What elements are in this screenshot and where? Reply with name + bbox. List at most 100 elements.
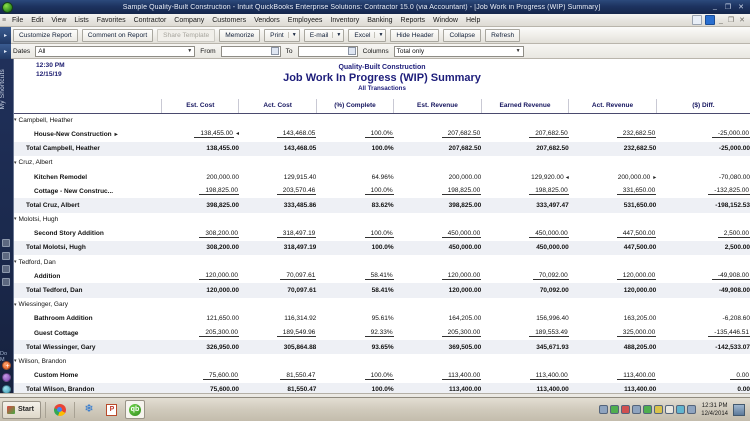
quickbooks-taskbar-icon[interactable]: qb [124, 400, 145, 419]
table-row[interactable]: Guest Cottage 205,300.00 189,549.96 92.33% 2… [14, 326, 750, 340]
row-cell[interactable] [394, 255, 482, 269]
row-cell[interactable]: 138,455.00 ◂ [162, 127, 239, 141]
row-cell[interactable]: 138,455.00 [161, 141, 239, 156]
row-cell[interactable]: 189,549.96 [239, 326, 317, 340]
row-cell[interactable]: 95.61% [316, 312, 394, 326]
row-cell[interactable] [569, 354, 657, 368]
row-cell[interactable]: 369,505.00 [393, 340, 482, 355]
column-header-act-revenue[interactable]: Act. Revenue [568, 99, 657, 114]
row-cell[interactable]: 450,000.00 [481, 227, 569, 241]
filterbar-drag-handle[interactable]: ▸ [0, 44, 11, 59]
row-cell[interactable]: 70,092.00 [481, 269, 569, 283]
tray-volume-icon[interactable] [687, 405, 697, 414]
columns-chevron-down-icon[interactable]: ▼ [515, 48, 521, 54]
row-cell[interactable]: 325,000.00 [569, 326, 657, 340]
row-cell[interactable]: 113,400.00 [394, 369, 482, 383]
row-cell[interactable]: 318,497.19 [239, 227, 317, 241]
row-cell[interactable] [239, 113, 316, 127]
row-cell[interactable] [162, 298, 239, 312]
row-cell[interactable] [481, 298, 569, 312]
table-row[interactable]: ▾ Wilson, Brandon [14, 354, 750, 368]
tray-note-icon[interactable] [654, 405, 664, 414]
menu-item-inventory[interactable]: Inventory [330, 16, 360, 24]
row-cell[interactable]: 0.00 [656, 369, 750, 383]
row-cell[interactable]: 207,682.50 [481, 141, 569, 156]
show-desktop-button[interactable] [733, 403, 745, 416]
tray-arrow-icon[interactable] [621, 405, 631, 414]
row-cell[interactable]: 308,200.00 [162, 227, 239, 241]
row-cell[interactable]: 398,825.00 [393, 198, 482, 213]
excel-button[interactable]: Excel ▼ [348, 28, 387, 42]
row-cell[interactable]: 205,300.00 [394, 326, 482, 340]
row-cell[interactable] [162, 113, 239, 127]
row-cell[interactable] [239, 156, 316, 170]
table-row[interactable]: Cottage - New Construc... 198,825.00 203,5… [14, 184, 750, 198]
row-cell[interactable]: 70,092.00 [481, 283, 569, 298]
row-cell[interactable]: 488,205.00 [568, 340, 657, 355]
row-cell[interactable]: 83.62% [316, 198, 394, 213]
row-cell[interactable]: 113,400.00 [393, 382, 482, 393]
row-cell[interactable]: -142,533.07 [656, 340, 750, 355]
row-cell[interactable]: 113,400.00 [481, 369, 569, 383]
row-cell[interactable]: 2,500.00 [656, 227, 750, 241]
calendar-icon[interactable] [270, 47, 279, 55]
menu-item-help[interactable]: Help [465, 16, 481, 24]
row-cell[interactable]: 120,000.00 [569, 269, 657, 283]
taskbar-clock[interactable]: 12:31 PM 12/4/2014 [698, 402, 731, 418]
menu-item-customers[interactable]: Customers [212, 16, 247, 24]
row-cell[interactable]: 198,825.00 [394, 184, 482, 198]
table-row[interactable]: House-New Construction ▸ 138,455.00 ◂ 143,46… [14, 127, 750, 141]
tray-update-icon[interactable] [643, 405, 653, 414]
table-row[interactable]: ▾ Wiessinger, Gary [14, 298, 750, 312]
row-cell[interactable]: 450,000.00 [393, 240, 482, 256]
menu-item-banking[interactable]: Banking [367, 16, 393, 24]
refresh-button[interactable]: Refresh [485, 28, 521, 42]
table-row[interactable]: ▾ Tedford, Dan [14, 255, 750, 269]
row-cell[interactable]: 100.0% [316, 127, 394, 141]
row-cell[interactable]: 333,485.86 [238, 198, 317, 213]
column-header-pct-complete[interactable]: (%) Complete [315, 99, 394, 114]
row-cell[interactable] [239, 354, 316, 368]
row-cell[interactable]: 205,300.00 [162, 326, 239, 340]
menu-item-lists[interactable]: Lists [74, 16, 89, 24]
row-cell[interactable]: 207,682.50 [394, 127, 482, 141]
menu-item-window[interactable]: Window [433, 16, 458, 24]
row-cell[interactable] [481, 354, 569, 368]
dates-select[interactable]: All ▼ [35, 45, 196, 57]
row-cell[interactable] [481, 156, 569, 170]
row-cell[interactable]: -198,152.53 [656, 198, 750, 213]
collapse-button[interactable]: Collapse [443, 28, 482, 42]
row-cell[interactable]: 0.00 [656, 382, 750, 393]
row-cell[interactable] [569, 213, 657, 227]
row-cell[interactable] [162, 354, 239, 368]
row-cell[interactable] [239, 255, 316, 269]
toolbar-drag-handle[interactable]: ▸ [0, 26, 11, 44]
drill-right-icon[interactable]: ▸ [114, 131, 118, 138]
columns-select[interactable]: Total only ▼ [393, 45, 524, 57]
shortcut-icon-list[interactable] [2, 239, 10, 286]
row-cell[interactable]: 203,570.46 [239, 184, 317, 198]
row-cell[interactable]: 207,682.50 [393, 141, 482, 156]
do-more-label[interactable]: Do M [0, 351, 8, 363]
minimize-icon[interactable]: _ [713, 3, 717, 10]
table-row[interactable]: Total Wilson, Brandon 75,600.00 81,550.47 1… [14, 382, 750, 393]
row-cell[interactable] [656, 298, 750, 312]
row-cell[interactable] [239, 213, 316, 227]
table-row[interactable]: ▾ Cruz, Albert [14, 156, 750, 170]
row-cell[interactable]: 92.33% [316, 326, 394, 340]
row-cell[interactable] [394, 156, 482, 170]
menu-item-reports[interactable]: Reports [400, 16, 426, 24]
drill-right-icon[interactable]: ▸ [653, 174, 657, 181]
row-cell[interactable]: 531,650.00 [568, 198, 657, 213]
row-cell[interactable]: 200,000.00 ▸ [569, 170, 657, 184]
menu-item-contractor[interactable]: Contractor [133, 16, 167, 24]
row-cell[interactable] [656, 354, 750, 368]
menu-item-edit[interactable]: Edit [31, 16, 44, 24]
menu-grip-icon[interactable]: ≡ [1, 16, 7, 24]
doc-close-icon[interactable]: ✕ [739, 17, 745, 24]
table-row[interactable]: Second Story Addition 308,200.00 318,497.1… [14, 227, 750, 241]
print-chevron-down-icon[interactable]: ▼ [287, 32, 297, 38]
quickbooks-badge-icon[interactable] [704, 15, 715, 25]
table-row[interactable]: Total Molotsi, Hugh 308,200.00 318,497.19 1… [14, 240, 750, 256]
row-cell[interactable]: 70,097.61 [239, 269, 317, 283]
